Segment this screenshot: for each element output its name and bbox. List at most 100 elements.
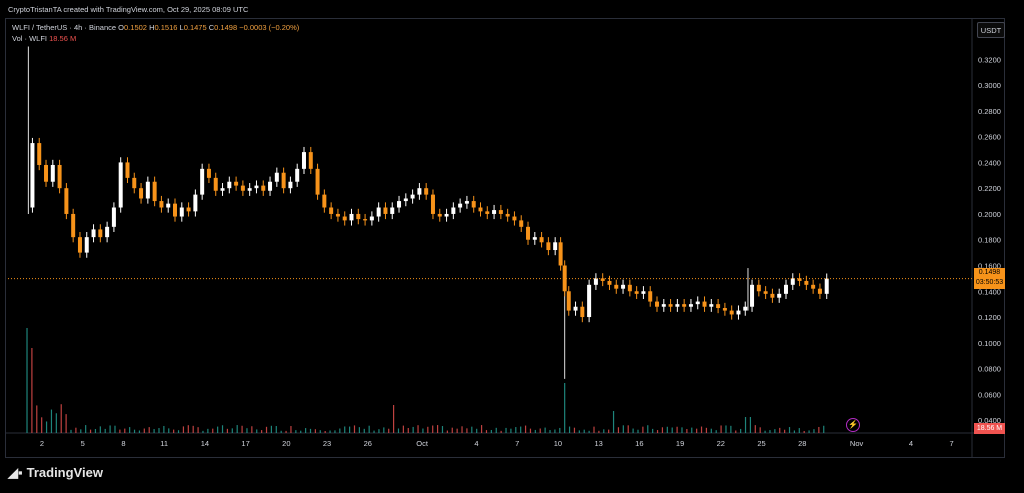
- volume-bar: [119, 429, 121, 433]
- volume-bar: [740, 428, 742, 433]
- volume-bar: [725, 425, 727, 433]
- volume-bar: [652, 428, 654, 433]
- volume-bar: [549, 430, 551, 433]
- volume-bar: [305, 428, 307, 433]
- volume-value: 18.56 M: [49, 34, 77, 43]
- volume-bar: [80, 429, 82, 433]
- candle-body: [716, 304, 721, 309]
- volume-bar: [593, 426, 595, 433]
- candle-body: [30, 143, 35, 208]
- volume-label[interactable]: Vol · WLFI: [12, 34, 48, 43]
- volume-bar: [529, 428, 532, 433]
- x-tick-label: 7: [515, 439, 519, 448]
- candle-body: [817, 288, 822, 294]
- volume-bar: [45, 421, 48, 433]
- candle-body: [234, 181, 239, 186]
- volume-bar: [246, 428, 248, 433]
- volume-bar: [754, 425, 756, 433]
- volume-bar: [353, 425, 356, 433]
- candle-body: [390, 207, 395, 214]
- candle-body: [179, 207, 184, 217]
- candle-body: [281, 172, 286, 189]
- candle-body: [111, 207, 116, 227]
- candle-body: [369, 216, 374, 221]
- volume-bar: [583, 429, 585, 433]
- volume-bar: [588, 430, 590, 433]
- volume-bar: [207, 428, 209, 433]
- volume-bar: [402, 425, 404, 433]
- candle-body: [145, 181, 150, 199]
- symbol-label[interactable]: WLFI / TetherUS · 4h · Binance: [12, 23, 117, 32]
- candle-body: [702, 301, 707, 307]
- candle-body: [498, 210, 503, 214]
- volume-bar: [617, 427, 620, 433]
- volume-bar: [608, 429, 610, 433]
- candle-body: [57, 164, 62, 189]
- volume-bar: [89, 429, 92, 433]
- volume-bar: [500, 430, 502, 433]
- candle-body: [308, 152, 313, 169]
- bar-countdown: 03:50:53: [975, 279, 1004, 286]
- chart-legend: WLFI / TetherUS · 4h · Binance O0.1502 H…: [12, 22, 299, 44]
- candle-body: [451, 207, 456, 214]
- candle-body: [614, 284, 619, 289]
- y-tick-label: 0.0800: [978, 365, 1001, 374]
- volume-bar: [578, 430, 580, 433]
- volume-bar: [280, 430, 282, 433]
- candle-body: [342, 216, 347, 221]
- candle-body: [505, 213, 510, 217]
- volume-bar: [686, 428, 688, 433]
- lightning-icon[interactable]: ⚡: [846, 418, 860, 432]
- volume-bar: [104, 428, 106, 433]
- volume-bar: [544, 427, 546, 433]
- volume-bar: [94, 429, 97, 433]
- volume-bar: [114, 425, 116, 433]
- currency-button[interactable]: USDT: [977, 22, 1005, 38]
- open-label: O: [118, 23, 125, 32]
- volume-bar: [275, 426, 277, 433]
- tradingview-logo[interactable]: ◢▪ TradingView: [8, 465, 103, 481]
- candle-body: [634, 291, 639, 294]
- x-tick-label: 20: [282, 439, 290, 448]
- candle-body: [519, 220, 524, 227]
- volume-bar: [432, 425, 434, 433]
- volume-bar: [368, 425, 370, 433]
- candle-body: [227, 181, 232, 189]
- volume-bar: [793, 430, 796, 433]
- volume-bar: [764, 430, 766, 433]
- volume-bar: [182, 426, 185, 433]
- volume-bar: [202, 430, 204, 433]
- volume-bar: [759, 427, 761, 433]
- candle-body: [50, 164, 55, 182]
- candle-body: [736, 310, 741, 315]
- x-tick-label: 4: [909, 439, 913, 448]
- candle-body: [424, 188, 429, 195]
- volume-bar: [226, 428, 229, 433]
- volume-bar: [109, 425, 111, 433]
- candle-body: [763, 291, 768, 294]
- candle-body: [295, 168, 300, 182]
- y-tick-label: 0.1200: [978, 313, 1001, 322]
- volume-bar: [647, 425, 649, 433]
- volume-bar: [285, 430, 287, 433]
- volume-bar: [158, 428, 160, 433]
- candle-body: [77, 237, 82, 253]
- x-tick-label: 7: [950, 439, 954, 448]
- x-tick-label: 17: [241, 439, 249, 448]
- candle-body: [688, 304, 693, 307]
- candle-body: [213, 177, 218, 191]
- current-price-tag: 0.1498 03:50:53: [974, 268, 1005, 289]
- volume-bar: [36, 405, 38, 433]
- volume-bar: [485, 430, 488, 433]
- volume-bar: [256, 429, 258, 433]
- volume-bar: [568, 426, 571, 433]
- volume-bars: [26, 328, 825, 433]
- volume-bar: [505, 427, 507, 433]
- candle-body: [166, 203, 171, 208]
- volume-bar: [710, 428, 712, 433]
- tradingview-mark-icon: ◢▪: [8, 465, 23, 480]
- candle-body: [349, 213, 354, 221]
- candle-body: [200, 168, 205, 195]
- candle-body: [668, 304, 673, 307]
